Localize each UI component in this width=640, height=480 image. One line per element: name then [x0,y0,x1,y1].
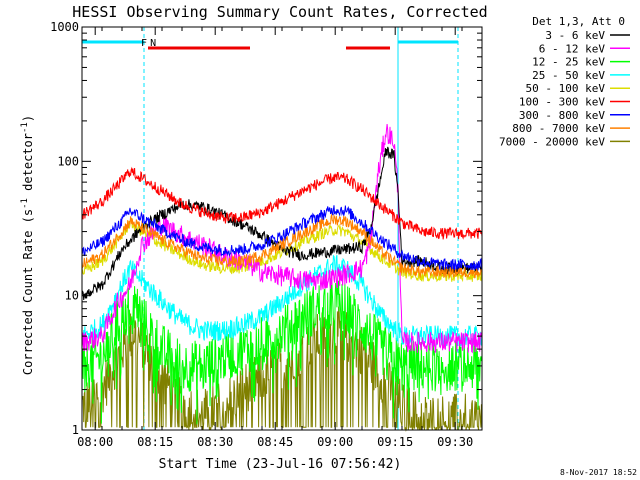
x-tick-label-6: 09:30 [437,435,473,449]
series-line-1 [81,124,483,354]
y-tick-label-1: 10 [65,289,79,303]
footer-timestamp: 8-Nov-2017 18:52 [560,468,637,477]
y-tick-label-0: 1 [72,423,79,437]
y-tick-label-3: 1000 [50,20,79,34]
x-tick-label-3: 08:45 [257,435,293,449]
series-line-3 [81,254,483,347]
x-tick-label-4: 09:00 [317,435,353,449]
series-line-8 [81,306,482,432]
annotation-f: F [141,38,147,49]
y-tick-label-2: 100 [57,154,79,168]
legend-label-0: 3 - 6 keV [545,29,605,42]
legend-title: Det 1,3, Att 0 [532,15,625,28]
series-line-7 [81,212,483,279]
y-axis-label: Corrected Count Rate (s-1 detector-1) [20,115,35,375]
annotation-n: N [150,38,156,49]
x-tick-label-1: 08:15 [137,435,173,449]
legend-label-2: 12 - 25 keV [532,56,605,69]
x-tick-label-2: 08:30 [197,435,233,449]
chart-title: HESSI Observing Summary Count Rates, Cor… [72,3,487,21]
x-tick-label-0: 08:00 [77,435,113,449]
legend-label-7: 800 - 7000 keV [512,122,605,135]
x-axis-label: Start Time (23-Jul-16 07:56:42) [159,457,402,472]
legend-label-1: 6 - 12 keV [539,42,606,55]
x-tick-label-5: 09:15 [377,435,413,449]
series-line-2 [81,278,483,425]
series-line-6 [81,205,483,271]
legend-label-8: 7000 - 20000 keV [499,135,605,148]
legend-label-5: 100 - 300 keV [519,96,605,109]
legend-label-6: 300 - 800 keV [519,109,605,122]
legend-label-4: 50 - 100 keV [526,82,606,95]
series-line-5 [81,166,483,240]
legend-label-3: 25 - 50 keV [532,69,605,82]
